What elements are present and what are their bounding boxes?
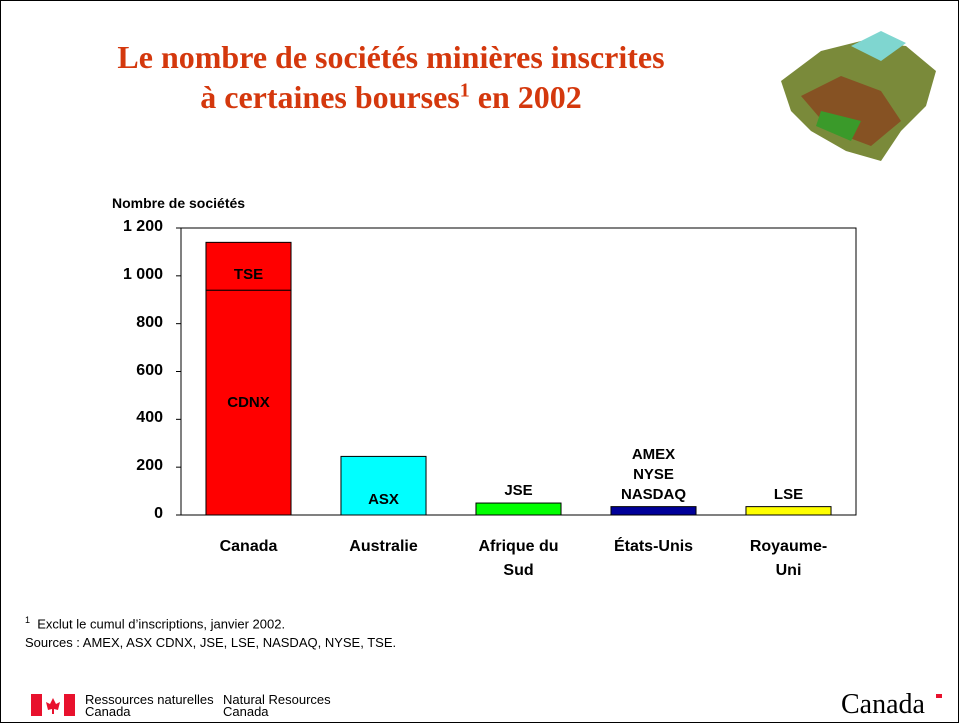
canada-wordmark: Canada bbox=[841, 689, 925, 721]
bar-label: TSE bbox=[204, 265, 294, 285]
bar bbox=[611, 507, 696, 515]
x-tick-label: États-Unis bbox=[604, 535, 704, 559]
x-tick-label: Afrique du Sud bbox=[469, 535, 569, 583]
y-axis-title: Nombre de sociétés bbox=[112, 195, 245, 211]
y-tick-label: 1 000 bbox=[103, 266, 163, 284]
x-tick-label: Australie bbox=[334, 535, 434, 559]
wordmark-flag bbox=[936, 694, 942, 698]
y-tick-label: 600 bbox=[103, 362, 163, 380]
title-note-mark: 1 bbox=[460, 79, 470, 101]
title: Le nombre de sociétés minières inscrites… bbox=[61, 37, 721, 117]
sources: Sources : AMEX, ASX CDNX, JSE, LSE, NASD… bbox=[25, 635, 396, 650]
slide: Le nombre de sociétés minières inscrites… bbox=[0, 0, 959, 723]
footer-fr-2: Canada bbox=[85, 704, 131, 719]
bar bbox=[476, 503, 561, 515]
bar-label: LSE bbox=[744, 485, 834, 505]
title-end: en 2002 bbox=[470, 79, 582, 115]
bar-label: CDNX bbox=[204, 393, 294, 413]
footnote: 1 Exclut le cumul d’inscriptions, janvie… bbox=[25, 615, 285, 631]
footer-en-2: Canada bbox=[223, 704, 269, 719]
footnote-mark: 1 bbox=[25, 615, 30, 625]
bar bbox=[746, 507, 831, 515]
title-line2: à certaines bourses bbox=[200, 79, 460, 115]
footnote-text: Exclut le cumul d’inscriptions, janvier … bbox=[37, 616, 285, 631]
footer-flag bbox=[31, 694, 75, 716]
x-tick-label: Royaume-Uni bbox=[739, 535, 839, 583]
map-icon bbox=[781, 31, 936, 161]
y-tick-label: 1 200 bbox=[103, 218, 163, 236]
title-line1: Le nombre de sociétés minières inscrites bbox=[117, 39, 664, 75]
y-tick-label: 0 bbox=[103, 505, 163, 523]
bar-label: AMEX NYSE NASDAQ bbox=[609, 445, 699, 505]
bar-label: ASX bbox=[339, 490, 429, 510]
x-tick-label: Canada bbox=[199, 535, 299, 559]
y-tick-label: 400 bbox=[103, 409, 163, 427]
y-tick-label: 800 bbox=[103, 314, 163, 332]
y-tick-label: 200 bbox=[103, 457, 163, 475]
bar-label: JSE bbox=[474, 481, 564, 501]
